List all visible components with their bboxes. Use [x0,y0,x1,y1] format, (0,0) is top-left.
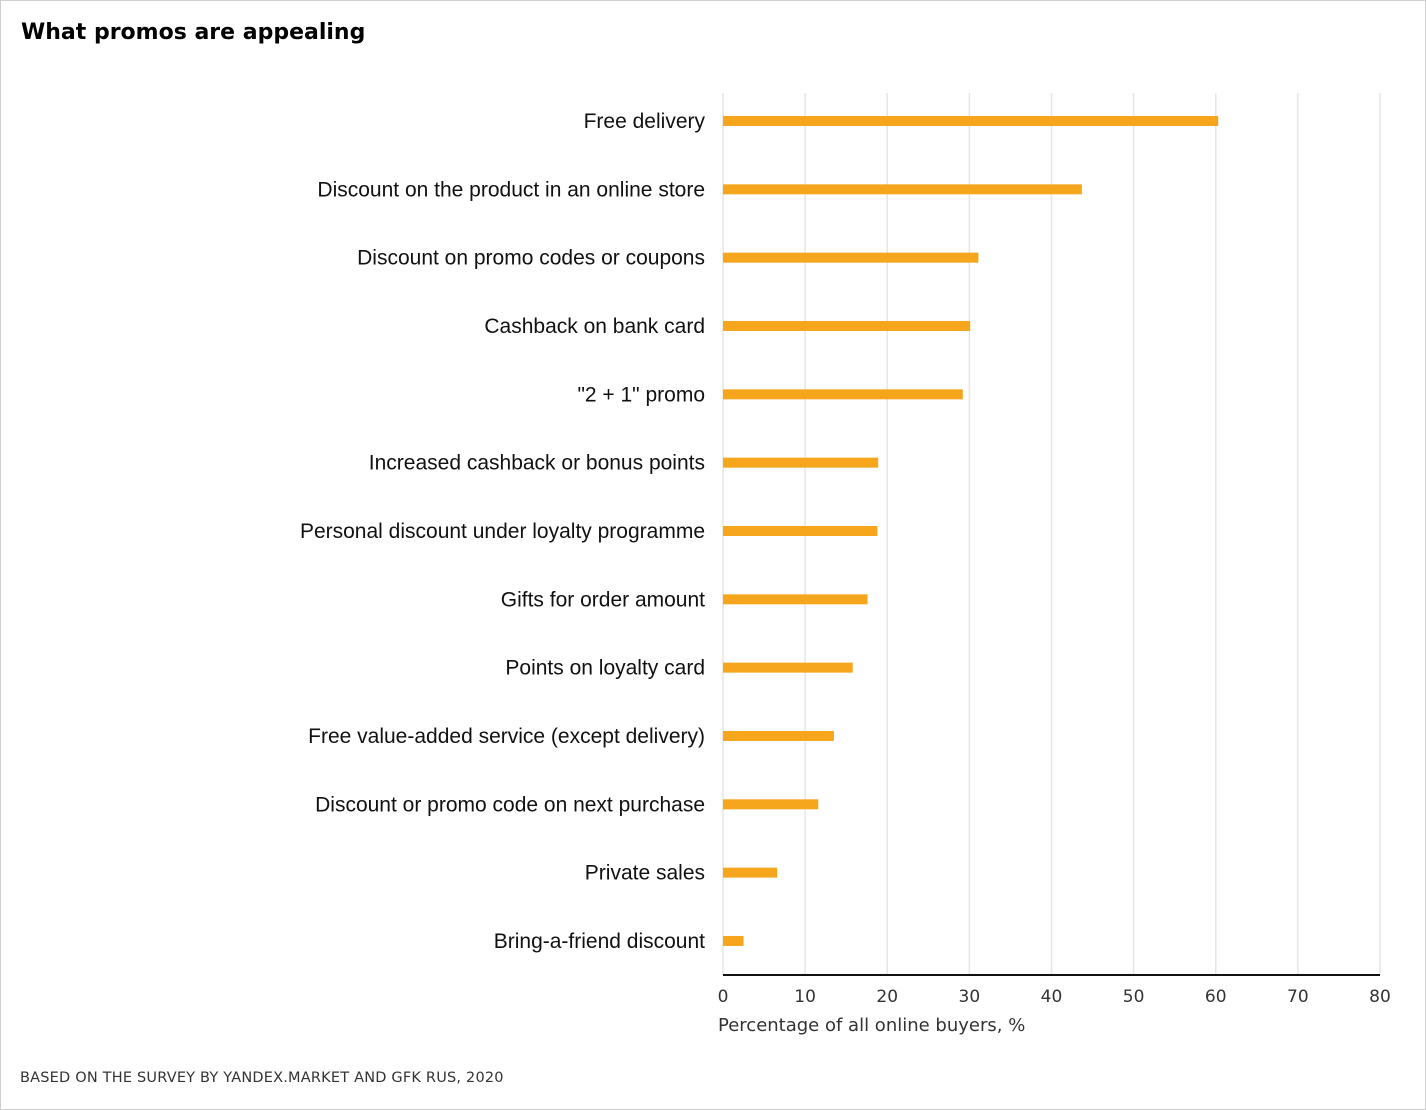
x-tick-label: 10 [794,987,816,1007]
category-label: Free delivery [584,110,706,133]
category-label: Discount or promo code on next purchase [315,793,705,816]
x-axis-label: Percentage of all online buyers, % [718,1015,1025,1036]
x-tick-label: 30 [959,987,981,1007]
x-tick-label: 20 [876,987,898,1007]
chart-title: What promos are appealing [21,20,366,45]
category-label: Free value-added service (except deliver… [308,725,705,748]
x-tick-label: 40 [1041,987,1063,1007]
category-label: Bring-a-friend discount [494,930,705,953]
bar [723,116,1219,126]
x-tick-label: 50 [1123,987,1145,1007]
bar [723,662,853,673]
bar [723,730,834,741]
bar [723,252,979,263]
x-tick-labels: 0 10 20 30 40 50 60 70 80 [718,987,1391,1007]
x-tick-label: 70 [1287,987,1309,1007]
category-label: Increased cashback or bonus points [369,452,705,475]
bar [723,594,868,605]
bar [723,799,819,810]
category-label: Discount on the product in an online sto… [317,178,705,201]
bar [723,457,879,468]
bar [723,935,744,946]
x-tick-label: 80 [1369,987,1391,1007]
bar [723,184,1082,195]
category-label: "2 + 1" promo [577,383,705,406]
category-label: Gifts for order amount [501,588,705,611]
category-label: Personal discount under loyalty programm… [300,520,705,543]
category-label: Discount on promo codes or coupons [357,247,705,270]
bar [723,320,971,331]
gridlines [722,93,1381,975]
x-tick-label: 60 [1205,987,1227,1007]
x-tick-label: 0 [718,987,729,1007]
category-label: Cashback on bank card [484,315,705,338]
category-label: Private sales [585,862,705,885]
bars [723,116,1219,946]
source-note: BASED ON THE SURVEY BY YANDEX.MARKET AND… [20,1070,504,1086]
bar [723,867,778,878]
bar [723,525,878,536]
category-label: Points on loyalty card [505,657,705,680]
category-labels: Free delivery Discount on the product in … [300,110,706,953]
bar [723,389,963,400]
